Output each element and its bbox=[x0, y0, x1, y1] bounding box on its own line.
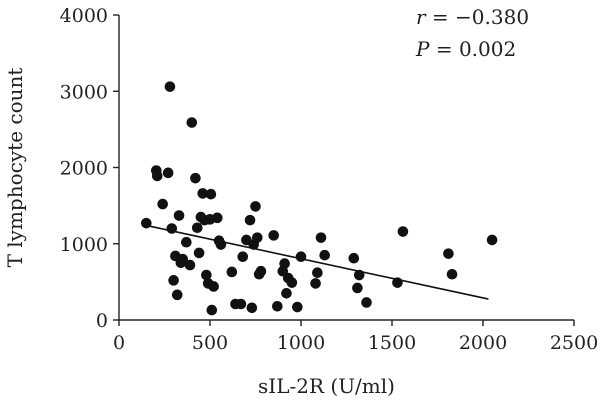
data-point bbox=[361, 297, 372, 308]
data-point bbox=[281, 288, 292, 299]
data-point bbox=[319, 249, 330, 261]
data-point bbox=[197, 188, 209, 199]
data-point bbox=[279, 258, 290, 269]
data-point bbox=[272, 300, 283, 312]
x-tick-label: 0 bbox=[113, 332, 125, 354]
x-axis-title: sIL-2R (U/ml) bbox=[258, 374, 395, 398]
y-tick-label: 3000 bbox=[60, 81, 108, 103]
data-point bbox=[206, 304, 218, 316]
x-tick-label: 1000 bbox=[277, 332, 325, 354]
data-point bbox=[184, 259, 196, 271]
data-point bbox=[157, 198, 168, 210]
x-tick-label: 2000 bbox=[459, 332, 507, 354]
data-point bbox=[237, 251, 249, 263]
x-ticks: 0 500 1000 1500 2000 2500 bbox=[113, 320, 598, 354]
r-symbol: r bbox=[416, 5, 427, 29]
data-point bbox=[190, 172, 201, 184]
correlation-annotation: r = −0.380 bbox=[416, 5, 529, 29]
data-point bbox=[443, 248, 454, 259]
data-point bbox=[186, 117, 198, 128]
data-point bbox=[246, 302, 258, 314]
x-tick-label: 1500 bbox=[368, 332, 416, 354]
data-point bbox=[250, 201, 261, 212]
data-point bbox=[295, 251, 307, 263]
data-point bbox=[235, 298, 247, 310]
data-point bbox=[168, 275, 179, 286]
x-tick-label: 500 bbox=[192, 332, 228, 354]
data-point bbox=[286, 277, 298, 288]
data-point bbox=[312, 267, 323, 279]
data-point bbox=[348, 252, 360, 264]
x-tick-label: 2500 bbox=[550, 332, 598, 354]
data-point bbox=[171, 289, 183, 301]
data-point bbox=[191, 222, 203, 234]
data-points bbox=[141, 81, 498, 316]
data-point bbox=[446, 268, 458, 280]
data-point bbox=[162, 167, 174, 179]
data-point bbox=[310, 278, 321, 289]
r-value: = −0.380 bbox=[426, 5, 530, 29]
y-tick-label: 4000 bbox=[60, 5, 108, 27]
data-point bbox=[244, 214, 256, 226]
data-point bbox=[252, 232, 263, 243]
y-tick-label: 1000 bbox=[60, 234, 108, 256]
p-value: = 0.002 bbox=[429, 37, 516, 61]
data-point bbox=[315, 232, 327, 243]
data-point bbox=[226, 266, 238, 278]
data-point bbox=[255, 265, 267, 277]
data-point bbox=[193, 247, 205, 259]
data-point bbox=[268, 230, 280, 241]
data-point bbox=[201, 269, 212, 281]
p-value-annotation: P = 0.002 bbox=[415, 37, 516, 61]
y-ticks: 0 1000 2000 3000 4000 bbox=[60, 5, 119, 332]
data-point bbox=[173, 210, 185, 221]
data-point bbox=[352, 282, 363, 294]
y-tick-label: 2000 bbox=[60, 158, 108, 180]
data-point bbox=[397, 226, 409, 237]
p-symbol: P bbox=[415, 37, 430, 61]
data-point bbox=[292, 301, 303, 313]
y-axis-title: T lymphocyte count bbox=[3, 68, 27, 268]
data-point bbox=[177, 253, 188, 265]
y-tick-label: 0 bbox=[96, 310, 108, 332]
data-point bbox=[181, 236, 192, 248]
trend-line bbox=[146, 224, 489, 300]
data-point bbox=[151, 170, 163, 182]
data-point bbox=[486, 234, 498, 246]
data-point bbox=[205, 188, 217, 200]
data-point bbox=[211, 212, 223, 224]
data-point bbox=[208, 281, 219, 292]
data-point bbox=[164, 81, 176, 92]
